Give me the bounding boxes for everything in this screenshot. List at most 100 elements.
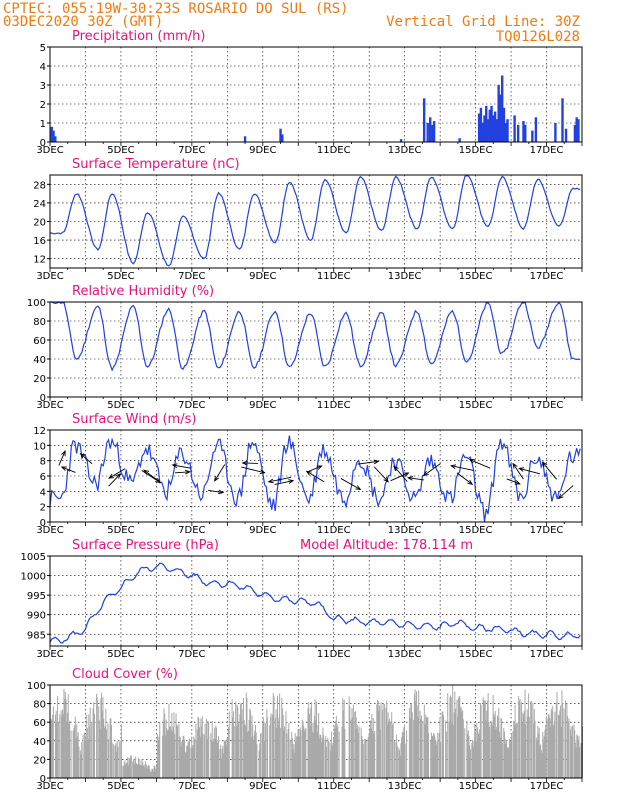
cloud-bar	[153, 765, 155, 778]
cloud-bar	[258, 750, 260, 778]
wind-arrow-head	[355, 485, 362, 491]
header-model: TQ0126L028	[496, 29, 580, 45]
cloud-bar	[262, 723, 264, 778]
cloud-bar	[142, 765, 144, 778]
cloud-bar	[506, 747, 508, 778]
cloud-bar	[73, 728, 75, 778]
x-tick-label: 5DEC	[107, 649, 134, 660]
cloud-bar	[231, 698, 233, 778]
precip-bar	[513, 115, 516, 142]
cloud-bar	[215, 725, 217, 778]
cloud-bar	[317, 725, 319, 778]
panel-5: Cloud Cover (%) 0 20 40 60 80 100 3DEC 5DEC 7DEC 9…	[27, 667, 584, 792]
cloud-bar	[87, 739, 89, 778]
panel-0: Precipitation (mm/h) 0 1 2 3 4 5 3DEC 5DEC 7DEC 9D…	[36, 29, 583, 156]
cloud-bar	[356, 728, 358, 778]
wind-arrow-head	[406, 476, 414, 481]
cloud-bar	[188, 740, 190, 778]
cloud-bar	[482, 697, 484, 778]
cloud-bar	[218, 736, 220, 778]
cloud-bar	[272, 714, 274, 778]
cloud-bar	[335, 721, 337, 778]
x-tick-label: 9DEC	[249, 525, 276, 536]
x-tick-label: 3DEC	[36, 145, 63, 156]
panel-1: Surface Temperature (nC) 12 16 20 24 28 3DEC 5D…	[33, 157, 583, 282]
cloud-bar	[80, 753, 82, 778]
wind-arrow-head	[467, 479, 474, 485]
x-tick-label: 15DEC	[459, 781, 493, 792]
cloud-bar	[132, 759, 135, 778]
x-tick-label: 11DEC	[317, 271, 351, 282]
cloud-bar	[206, 718, 208, 778]
y-tick-label: 2	[40, 503, 46, 514]
cloud-bar	[558, 715, 560, 778]
cloud-bar	[436, 741, 438, 778]
cloud-bar	[328, 740, 330, 778]
precip-bar	[495, 119, 499, 142]
cloud-bar	[174, 734, 176, 778]
cloud-bar	[216, 742, 218, 778]
cloud-bar	[114, 745, 116, 778]
cloud-bar	[182, 735, 184, 778]
cloud-bar	[467, 730, 469, 778]
cloud-bar	[57, 696, 59, 778]
wind-arrow-head	[61, 450, 66, 457]
cloud-bar	[432, 736, 434, 778]
cloud-bar	[123, 765, 125, 778]
cloud-bar	[534, 720, 536, 778]
cloud-bar	[559, 710, 561, 778]
wind-arrow-head	[468, 459, 475, 464]
cloud-bar	[499, 731, 501, 778]
cloud-bar	[457, 716, 459, 778]
wind-arrow	[456, 472, 473, 485]
cloud-bar	[63, 688, 65, 778]
cloud-bar	[450, 697, 452, 778]
cloud-bar	[569, 729, 571, 778]
cloud-bar	[77, 732, 79, 778]
cloud-bar	[197, 716, 199, 778]
y-tick-label: 4	[40, 62, 46, 73]
wind-arrow-head	[184, 469, 191, 475]
cloud-bar	[545, 724, 547, 778]
wind-arrow	[241, 466, 265, 474]
y-tick-label: 990	[27, 611, 46, 622]
cloud-bar	[448, 721, 450, 778]
cloud-bar	[354, 711, 356, 778]
cloud-bar	[538, 727, 540, 778]
cloud-bar	[252, 725, 254, 778]
cloud-bar	[176, 724, 178, 778]
cloud-bar	[79, 750, 81, 778]
cloud-bar	[169, 726, 171, 778]
wind-arrow	[143, 469, 159, 482]
cloud-bar	[566, 703, 568, 778]
cloud-bar	[150, 771, 152, 778]
wind-arrow-head	[305, 470, 312, 476]
cloud-bar	[244, 724, 246, 778]
wind-arrow-head	[214, 475, 219, 482]
wind-arrow-head	[518, 467, 525, 472]
cloud-bar	[184, 751, 186, 778]
cloud-bar	[504, 738, 506, 778]
cloud-bar	[101, 710, 103, 778]
cloud-bar	[56, 721, 58, 778]
cloud-bar	[570, 726, 572, 778]
cloud-bar	[76, 724, 78, 778]
y-tick-label: 995	[27, 591, 46, 602]
cloud-bar	[431, 735, 433, 778]
wind-arrow	[242, 462, 258, 464]
cloud-bar	[454, 691, 456, 778]
y-tick-label: 5	[40, 43, 46, 54]
cloud-bar	[309, 725, 311, 778]
cloud-bar	[134, 758, 136, 778]
cloud-bar	[315, 720, 317, 778]
cloud-bar	[270, 713, 272, 778]
cloud-bar	[88, 714, 90, 778]
cloud-bar	[577, 740, 579, 778]
cloud-bar	[406, 730, 408, 778]
cloud-bar	[533, 708, 535, 778]
cloud-bar	[215, 727, 217, 778]
cloud-bar	[320, 742, 322, 778]
cloud-bar	[378, 710, 380, 778]
wind-arrow-head	[218, 489, 225, 495]
cloud-bar	[278, 717, 280, 778]
